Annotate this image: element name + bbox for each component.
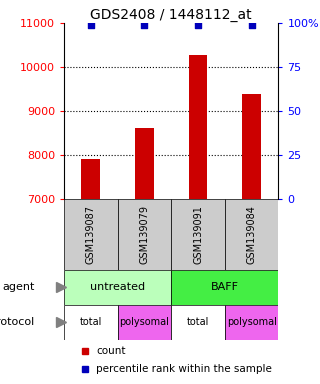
Text: agent: agent bbox=[2, 282, 35, 292]
Bar bbox=[242, 94, 261, 199]
Bar bbox=[225, 199, 278, 270]
Bar bbox=[64, 199, 118, 270]
Text: protocol: protocol bbox=[0, 317, 35, 327]
Text: total: total bbox=[187, 317, 209, 327]
Bar bbox=[171, 305, 225, 340]
Text: polysomal: polysomal bbox=[119, 317, 169, 327]
Text: GSM139091: GSM139091 bbox=[193, 205, 203, 264]
Bar bbox=[118, 305, 171, 340]
Bar bbox=[64, 270, 171, 305]
Text: GSM139087: GSM139087 bbox=[86, 205, 96, 264]
Text: percentile rank within the sample: percentile rank within the sample bbox=[96, 364, 272, 374]
Title: GDS2408 / 1448112_at: GDS2408 / 1448112_at bbox=[90, 8, 252, 22]
Bar bbox=[135, 128, 154, 199]
Text: count: count bbox=[96, 346, 126, 356]
Bar bbox=[171, 199, 225, 270]
Text: BAFF: BAFF bbox=[211, 282, 239, 292]
Text: untreated: untreated bbox=[90, 282, 145, 292]
Bar bbox=[225, 305, 278, 340]
Text: total: total bbox=[80, 317, 102, 327]
Text: GSM139084: GSM139084 bbox=[247, 205, 257, 264]
Point bbox=[196, 22, 201, 28]
Bar bbox=[118, 199, 171, 270]
Bar bbox=[64, 305, 118, 340]
Bar bbox=[188, 55, 207, 199]
Bar bbox=[171, 270, 278, 305]
Text: polysomal: polysomal bbox=[227, 317, 276, 327]
Text: GSM139079: GSM139079 bbox=[140, 205, 149, 264]
Point bbox=[142, 22, 147, 28]
Bar bbox=[81, 159, 100, 199]
Point bbox=[249, 22, 254, 28]
Point bbox=[88, 22, 93, 28]
